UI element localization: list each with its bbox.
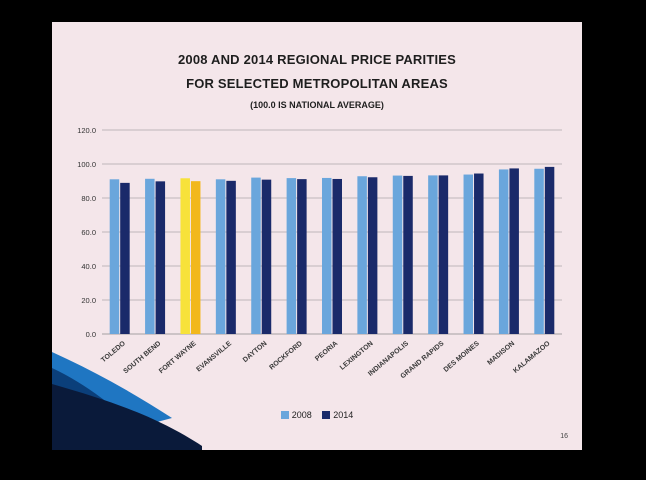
y-tick-label: 0.0 — [86, 330, 96, 339]
bar-2014-fort-wayne — [190, 181, 201, 334]
bar-2014-south-bend — [155, 181, 166, 334]
y-tick-label: 20.0 — [81, 296, 96, 305]
chart-subtitle: (100.0 IS NATIONAL AVERAGE) — [250, 100, 384, 110]
y-tick-label: 120.0 — [77, 126, 96, 135]
bar-2008-south-bend — [145, 178, 155, 334]
bar-2014-lexington — [367, 177, 378, 334]
bar-2008-indianapolis — [392, 175, 403, 334]
x-tick-label: DES MOINES — [443, 340, 481, 374]
x-tick-label: DAYTON — [242, 340, 269, 364]
chart-title-line-1: 2008 AND 2014 REGIONAL PRICE PARITIES — [177, 52, 457, 67]
bar-2014-des-moines — [474, 173, 484, 334]
x-tick-label: LEXINGTON — [339, 340, 375, 372]
bar-2014-grand-rapids — [438, 175, 449, 334]
y-tick-label: 100.0 — [77, 160, 96, 169]
bar-2014-toledo — [120, 182, 130, 334]
bar-2008-des-moines — [463, 174, 474, 334]
decorative-swoosh — [52, 352, 202, 450]
bar-2008-toledo — [109, 179, 120, 334]
bar-chart: 0.0 20.0 40.0 60.0 80.0 100.0 120.0 TOLEDOSOUTH… — [77, 126, 562, 380]
bar-2014-madison — [509, 168, 519, 334]
y-tick-label: 60.0 — [81, 228, 96, 237]
bar-2008-rockford — [286, 178, 297, 334]
x-tick-label: MADISON — [486, 340, 516, 367]
y-tick-label: 40.0 — [81, 262, 96, 271]
bar-2014-evansville — [226, 180, 236, 334]
bar-2008-lexington — [357, 176, 367, 334]
bar-2014-rockford — [297, 179, 307, 334]
x-tick-label: TOLEDO — [100, 340, 127, 364]
slide: 2008 AND 2014 REGIONAL PRICE PARITIES FO… — [52, 22, 582, 450]
bar-2014-dayton — [261, 179, 272, 334]
x-tick-label: SOUTH BEND — [122, 340, 162, 375]
bar-2008-evansville — [215, 179, 226, 334]
legend: 2008 2014 — [52, 410, 582, 420]
legend-item-2014: 2014 — [322, 410, 353, 420]
legend-swatch-2008 — [280, 411, 289, 419]
x-tick-label: ROCKFORD — [268, 340, 303, 371]
bar-2014-indianapolis — [403, 175, 413, 334]
bar-2008-grand-rapids — [428, 175, 438, 334]
x-tick-label: PEORIA — [314, 340, 339, 363]
bar-2014-peoria — [332, 178, 342, 334]
bar-2008-dayton — [251, 177, 261, 334]
bar-2008-madison — [498, 169, 509, 334]
x-tick-label: KALAMAZOO — [512, 340, 552, 375]
page-number: 16 — [560, 433, 568, 440]
x-tick-label: EVANSVILLE — [195, 340, 233, 373]
legend-swatch-2014 — [322, 411, 331, 419]
bar-2014-kalamazoo — [544, 166, 555, 334]
legend-label-2008: 2008 — [291, 410, 312, 420]
bar-2008-fort-wayne — [180, 178, 190, 334]
bar-2008-peoria — [322, 177, 332, 334]
x-tick-label: FORT WAYNE — [158, 340, 198, 375]
legend-label-2014: 2014 — [333, 410, 354, 420]
y-tick-label: 80.0 — [81, 194, 96, 203]
bar-2008-kalamazoo — [534, 168, 544, 334]
legend-item-2008: 2008 — [280, 410, 312, 420]
chart-title-line-2: FOR SELECTED METROPOLITAN AREAS — [186, 76, 448, 91]
